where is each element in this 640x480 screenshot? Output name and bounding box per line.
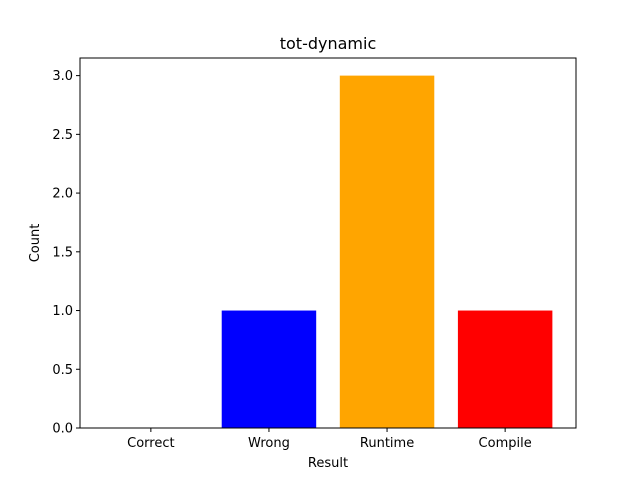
x-axis-label: Result [308, 456, 348, 471]
x-tick-label: Wrong [248, 436, 290, 451]
y-tick-label: 3.0 [52, 69, 73, 84]
x-tick-label: Runtime [360, 436, 414, 451]
x-tick-label: Correct [127, 436, 174, 451]
chart-title: tot-dynamic [280, 34, 377, 53]
y-tick-label: 1.0 [52, 304, 73, 319]
plot-area [221, 75, 553, 428]
bar-wrong [221, 310, 317, 428]
y-tick-label: 2.0 [52, 187, 73, 202]
plot-frame [79, 57, 577, 429]
bar-compile [457, 310, 553, 428]
bar-runtime [339, 75, 435, 428]
y-tick-label: 1.5 [52, 245, 73, 260]
y-tick-label: 0.5 [52, 363, 73, 378]
x-axis: Correct Wrong Runtime Compile [127, 428, 532, 451]
y-axis-label: Count [28, 224, 43, 263]
y-tick-label: 2.5 [52, 128, 73, 143]
x-tick-label: Compile [479, 436, 532, 451]
y-axis: 0.0 0.5 1.0 1.5 2.0 2.5 3.0 [52, 69, 80, 437]
y-tick-label: 0.0 [52, 422, 73, 437]
